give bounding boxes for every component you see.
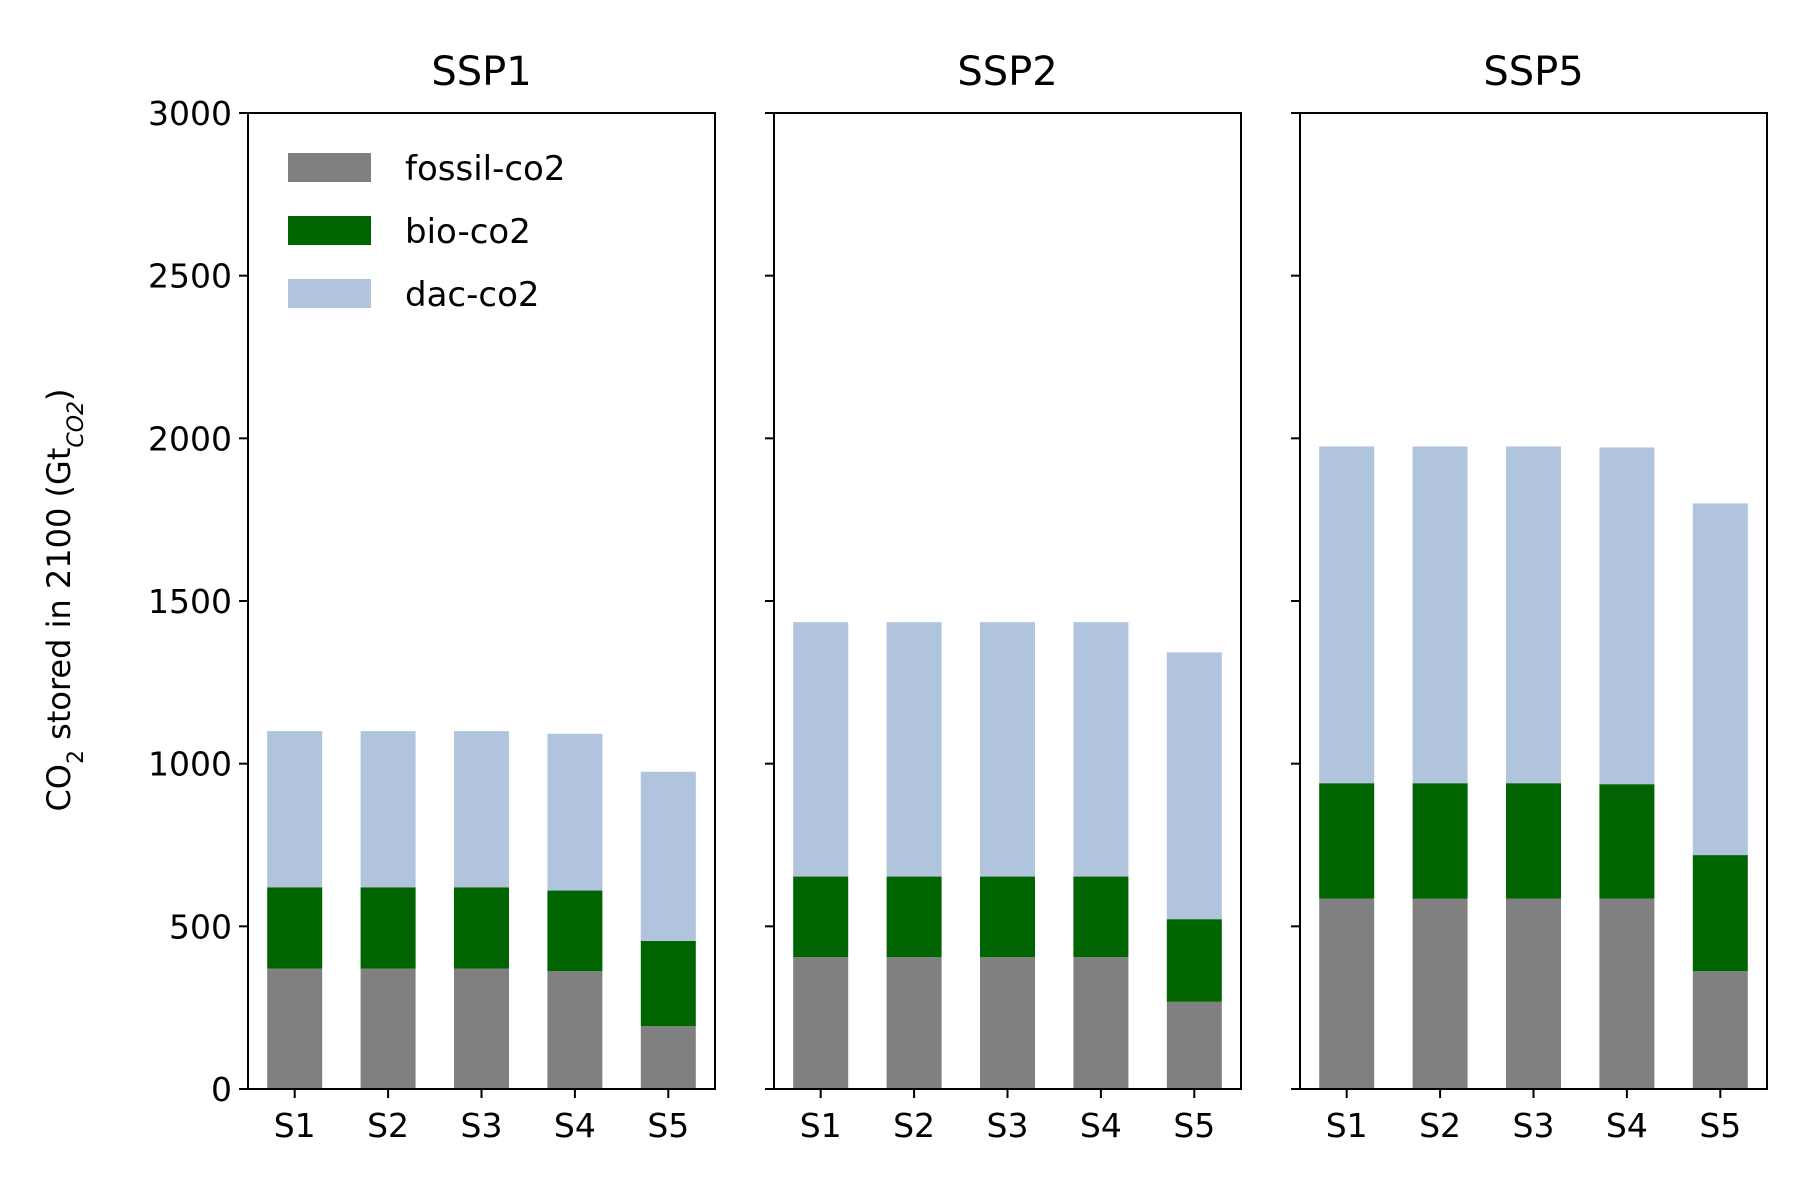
bar-fossil-co2-s4 [547, 971, 603, 1089]
legend-swatch-dac-co2 [288, 279, 371, 308]
x-tick-label: S3 [461, 1106, 503, 1145]
panel-title: SSP1 [431, 49, 531, 95]
x-tick-label: S3 [987, 1106, 1029, 1145]
bar-bio-co2-s2 [1412, 783, 1468, 899]
y-tick-label: 500 [169, 907, 232, 946]
bar-fossil-co2-s2 [1412, 898, 1468, 1089]
bar-fossil-co2-s5 [1166, 1001, 1222, 1089]
bar-dac-co2-s2 [886, 622, 942, 877]
bar-bio-co2-s5 [1692, 855, 1748, 972]
bar-fossil-co2-s4 [1073, 957, 1129, 1089]
y-axis-label-sub: 2 [64, 750, 89, 764]
bar-bio-co2-s3 [1506, 783, 1561, 899]
bar-dac-co2-s1 [267, 731, 323, 888]
bar-bio-co2-s1 [267, 887, 323, 969]
bar-bio-co2-s1 [793, 876, 849, 958]
bar-bio-co2-s5 [640, 940, 696, 1027]
bar-fossil-co2-s1 [793, 957, 849, 1089]
y-axis-label-unit-sub: CO2 [64, 401, 89, 448]
x-tick-label: S2 [893, 1106, 935, 1145]
legend-label-fossil-co2: fossil-co2 [405, 149, 566, 189]
panel-ssp2: SSP2 S1 S2 S3 S4 S5 [765, 49, 1242, 1145]
y-tick-label: 1000 [148, 745, 232, 784]
y-axis-label-suffix: ) [40, 388, 78, 400]
panel-title: SSP5 [1483, 49, 1583, 95]
y-tick-label: 0 [211, 1070, 232, 1109]
bar-bio-co2-s3 [454, 887, 509, 969]
bar-bio-co2-s2 [360, 887, 416, 969]
bar-fossil-co2-s1 [267, 968, 323, 1089]
bar-bio-co2-s5 [1166, 919, 1222, 1002]
x-tick-label: S4 [554, 1106, 596, 1145]
y-axis-label-middle: stored in 2100 (Gt [40, 448, 78, 750]
bar-dac-co2-s3 [980, 622, 1035, 877]
x-tick-label: S5 [1699, 1106, 1741, 1145]
bar-dac-co2-s2 [1412, 446, 1468, 784]
legend-swatch-fossil-co2 [288, 153, 371, 182]
bar-bio-co2-s4 [1073, 876, 1129, 958]
bar-dac-co2-s5 [1692, 503, 1748, 856]
bar-bio-co2-s1 [1319, 783, 1375, 899]
x-tick-label: S1 [274, 1106, 316, 1145]
bar-bio-co2-s4 [547, 890, 603, 972]
x-tick-label: S2 [1419, 1106, 1461, 1145]
panel-title: SSP2 [957, 49, 1057, 95]
bar-bio-co2-s4 [1599, 784, 1655, 899]
bar-fossil-co2-s4 [1599, 898, 1655, 1089]
bar-dac-co2-s5 [640, 771, 696, 941]
bar-dac-co2-s4 [547, 733, 603, 891]
y-axis-label: CO2 stored in 2100 (GtCO2) [40, 388, 89, 811]
x-tick-label: S3 [1513, 1106, 1555, 1145]
bar-dac-co2-s1 [1319, 446, 1375, 784]
legend-label-bio-co2: bio-co2 [405, 212, 531, 252]
plot-frame [247, 112, 716, 1090]
bar-bio-co2-s3 [980, 876, 1035, 958]
bar-dac-co2-s3 [454, 731, 509, 888]
bar-dac-co2-s4 [1599, 447, 1655, 785]
bar-dac-co2-s3 [1506, 446, 1561, 784]
bar-fossil-co2-s3 [1506, 898, 1561, 1089]
bar-dac-co2-s5 [1166, 652, 1222, 920]
bar-fossil-co2-s5 [640, 1026, 696, 1089]
y-tick-label: 2000 [148, 419, 232, 458]
bar-fossil-co2-s3 [980, 957, 1035, 1089]
x-tick-label: S1 [800, 1106, 842, 1145]
bar-bio-co2-s2 [886, 876, 942, 958]
x-tick-label: S5 [647, 1106, 689, 1145]
x-tick-label: S5 [1173, 1106, 1215, 1145]
x-tick-label: S4 [1606, 1106, 1648, 1145]
legend-swatch-bio-co2 [288, 216, 371, 245]
x-tick-label: S4 [1080, 1106, 1122, 1145]
y-tick-label: 3000 [148, 94, 232, 133]
x-tick-label: S2 [367, 1106, 409, 1145]
y-axis-label-prefix: CO [40, 764, 78, 812]
y-tick-label: 1500 [148, 582, 232, 621]
bar-dac-co2-s1 [793, 622, 849, 877]
legend: fossil-co2 bio-co2 dac-co2 [288, 149, 566, 315]
plot-frame [1299, 112, 1768, 1090]
bar-dac-co2-s2 [360, 731, 416, 888]
plot-frame [773, 112, 1242, 1090]
bar-fossil-co2-s2 [886, 957, 942, 1089]
y-tick-label: 2500 [148, 257, 232, 296]
panel-ssp1: SSP1 S1 S2 S3 S4 S5 0 500 1000 1500 2000 2500 3000 [148, 49, 716, 1145]
bar-fossil-co2-s1 [1319, 898, 1375, 1089]
panel-ssp5: SSP5 S1 S2 S3 S4 S5 [1291, 49, 1768, 1145]
bar-fossil-co2-s5 [1692, 971, 1748, 1089]
x-tick-label: S1 [1326, 1106, 1368, 1145]
bar-fossil-co2-s2 [360, 968, 416, 1089]
bar-fossil-co2-s3 [454, 968, 509, 1089]
legend-label-dac-co2: dac-co2 [405, 275, 540, 315]
bar-dac-co2-s4 [1073, 622, 1129, 877]
